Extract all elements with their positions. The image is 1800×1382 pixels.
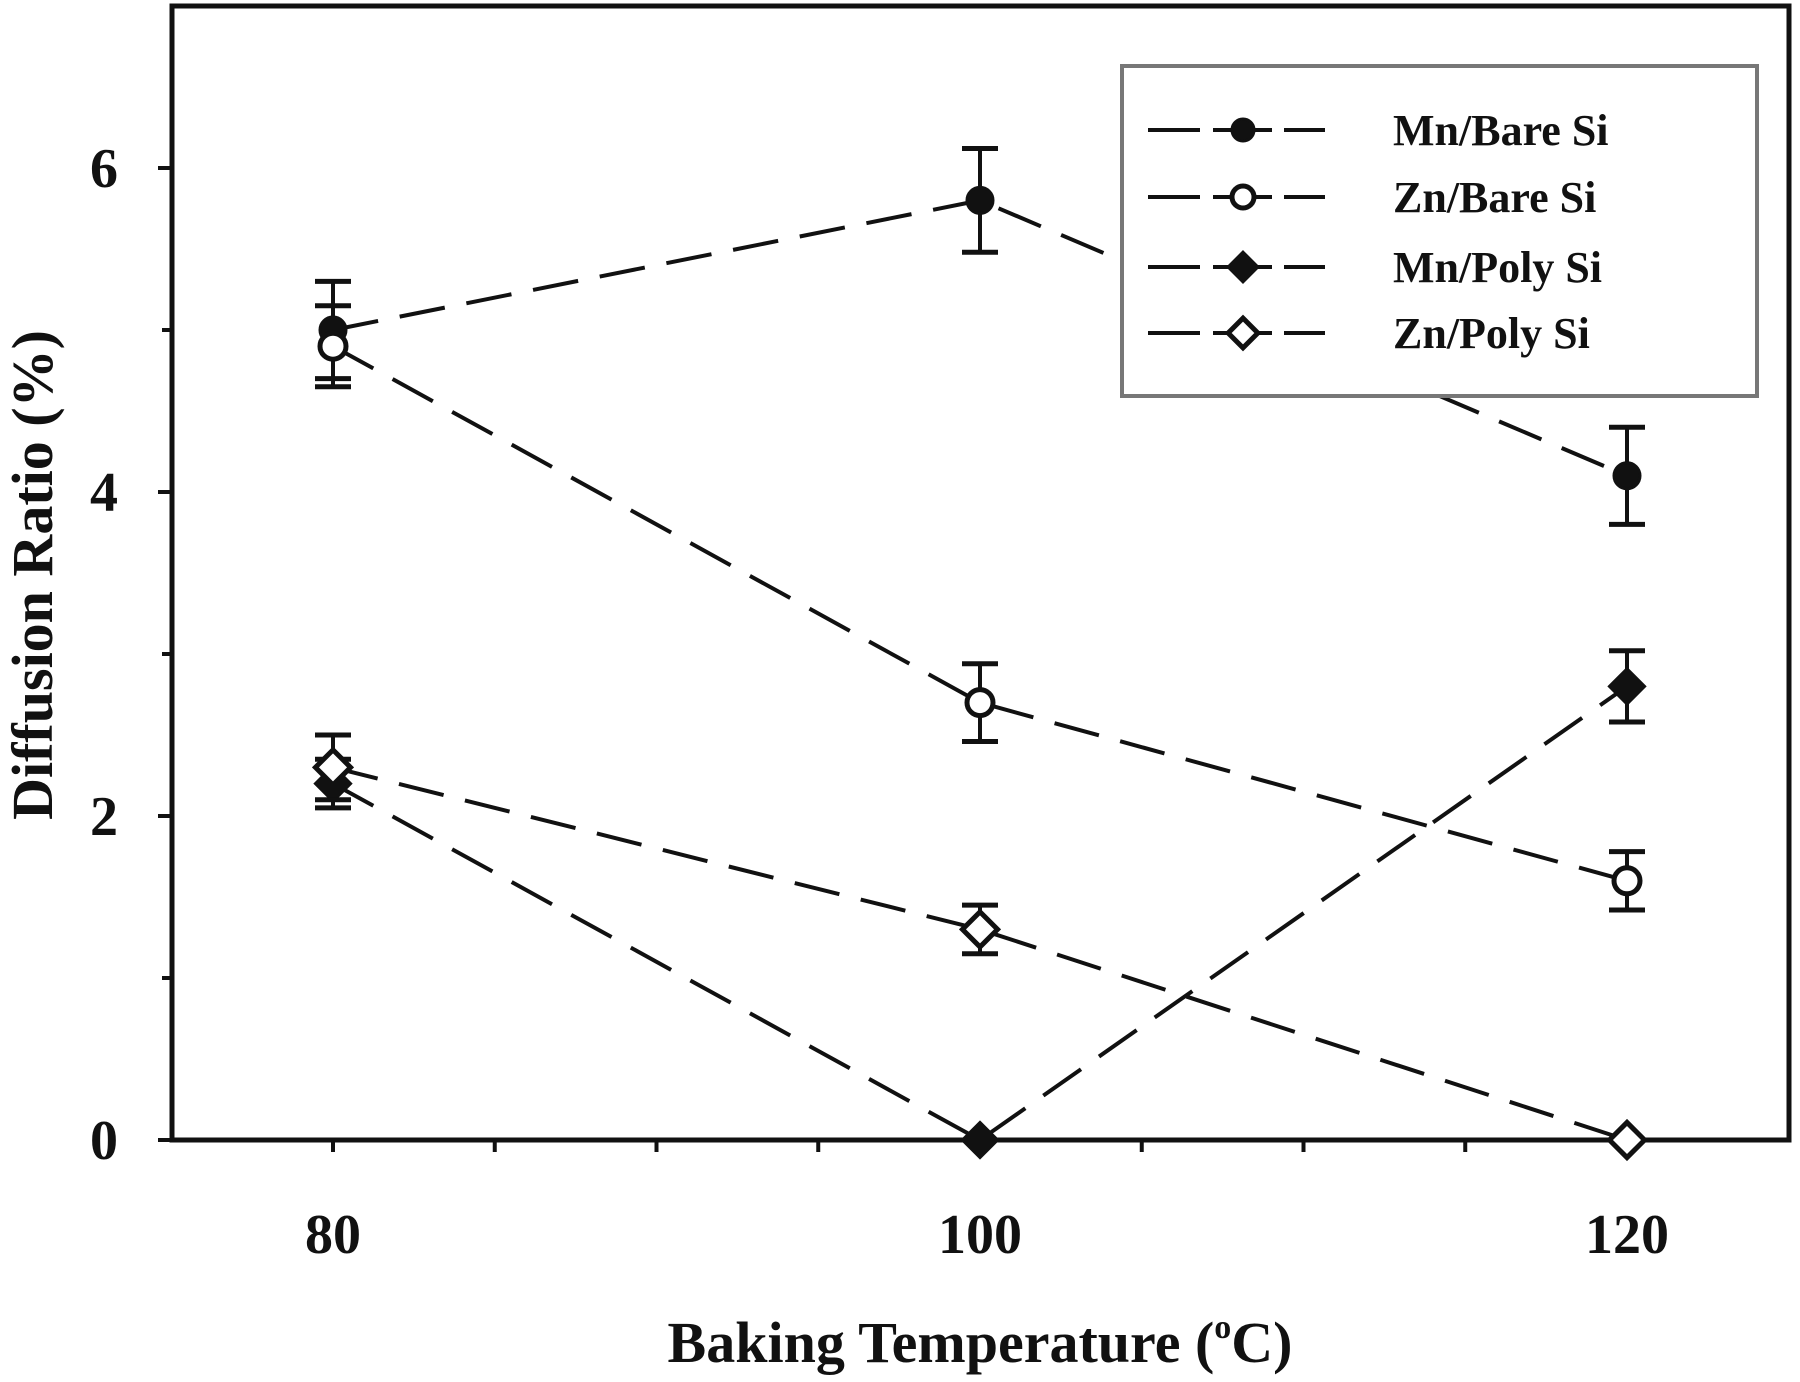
y-tick-label: 6: [90, 138, 118, 200]
data-point: [1611, 865, 1643, 897]
data-point: [960, 1120, 1000, 1160]
data-point: [1607, 666, 1647, 707]
legend-label: Zn/Poly Si: [1393, 309, 1590, 358]
legend: Mn/Bare Si Zn/Bare Si Mn/Poly Si Zn/Poly Si: [1120, 64, 1759, 398]
y-axis-title: Diffusion Ratio (%): [0, 330, 65, 820]
data-point: [311, 746, 355, 789]
legend-marker-icon: [1229, 183, 1257, 211]
legend-label: Mn/Bare Si: [1393, 106, 1609, 155]
x-tick-label: 100: [938, 1204, 1022, 1266]
data-point: [965, 185, 995, 215]
data-point: [1605, 1118, 1649, 1162]
legend-item: Mn/Bare Si: [1148, 106, 1609, 155]
data-point: [964, 687, 996, 719]
legend-item: Zn/Bare Si: [1148, 173, 1596, 222]
y-tick-label: 4: [90, 462, 118, 524]
legend-marker-icon: [1226, 250, 1260, 284]
legend-item: Zn/Poly Si: [1148, 309, 1590, 358]
series-zn-poly-si: [311, 732, 1649, 1162]
legend-label: Mn/Poly Si: [1393, 243, 1602, 292]
y-tick-label: 2: [90, 786, 118, 848]
legend-item: Mn/Poly Si: [1148, 243, 1602, 292]
data-point: [958, 908, 1002, 951]
legend-marker-icon: [1224, 314, 1262, 352]
series-zn-bare-si: [315, 303, 1645, 913]
data-point: [1612, 461, 1642, 491]
x-tick-label: 120: [1585, 1204, 1669, 1266]
x-axis-title: Baking Temperature (oC): [668, 1309, 1293, 1375]
series-layer: [311, 146, 1649, 1162]
x-tick-label: 80: [305, 1204, 361, 1266]
legend-marker-icon: [1230, 117, 1256, 143]
y-axis-ticks: 0 2 4 6: [90, 138, 172, 1172]
y-tick-label: 0: [90, 1110, 118, 1172]
data-point: [317, 330, 349, 362]
legend-label: Zn/Bare Si: [1393, 173, 1596, 222]
x-axis-ticks: 80 100 120: [305, 1140, 1669, 1266]
legend-box: [1120, 64, 1759, 398]
